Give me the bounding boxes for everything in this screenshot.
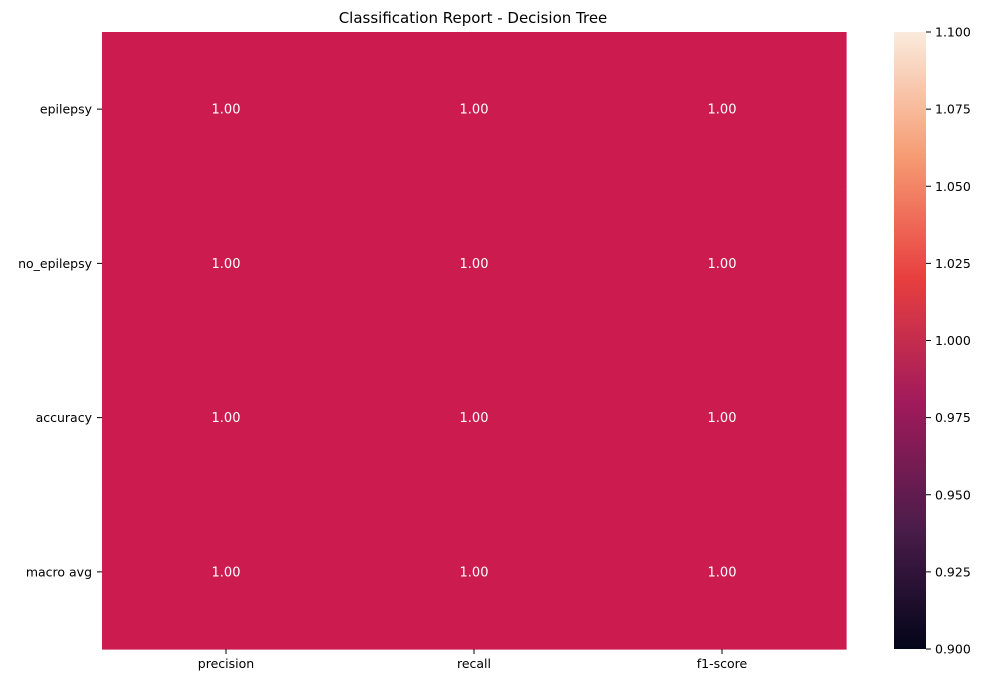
colorbar-tick-label: 1.050 xyxy=(935,179,971,194)
heatmap-cell-accuracy-recall xyxy=(350,340,599,496)
cell-value-label: 1.00 xyxy=(212,565,241,580)
colorbar-tick-label: 0.925 xyxy=(935,564,971,579)
cell-value-label: 1.00 xyxy=(460,411,489,426)
row-label: no_epilepsy xyxy=(18,256,93,271)
colorbar-tick-label: 0.950 xyxy=(935,487,971,502)
cell-value-label: 1.00 xyxy=(460,257,489,272)
colorbar-tick-label: 1.075 xyxy=(935,102,971,117)
cell-value-label: 1.00 xyxy=(212,103,241,118)
heatmap-cells: 1.00 1.00 1.00 1.00 1.00 1.00 1.00 1.00 1.00 1.00… xyxy=(102,32,847,650)
cell-value-label: 1.00 xyxy=(708,411,737,426)
cell-value-label: 1.00 xyxy=(460,565,489,580)
row-label: accuracy xyxy=(36,410,93,425)
chart-title: Classification Report - Decision Tree xyxy=(339,9,608,27)
cell-value-label: 1.00 xyxy=(460,103,489,118)
heatmap-cell-accuracy-f1-score xyxy=(598,340,847,496)
heatmap-cell-macro-avg-f1-score xyxy=(598,494,847,650)
heatmap-cell-no-epilepsy-f1-score xyxy=(598,186,847,342)
heatmap-cell-macro-avg-recall xyxy=(350,494,599,650)
heatmap-cell-no-epilepsy-precision xyxy=(102,186,351,342)
colorbar-tick-label: 0.900 xyxy=(935,642,971,657)
cell-value-label: 1.00 xyxy=(708,103,737,118)
heatmap-cell-no-epilepsy-recall xyxy=(350,186,599,342)
colorbar-tick-label: 1.000 xyxy=(935,333,971,348)
colorbar-ticks: 0.900 0.925 0.950 0.975 1.000 1.025 1.050 1.075… xyxy=(926,25,971,657)
colorbar-gradient xyxy=(894,32,926,649)
colorbar-tick-label: 1.025 xyxy=(935,256,971,271)
row-label: epilepsy xyxy=(40,102,93,117)
cell-value-label: 1.00 xyxy=(212,257,241,272)
cell-value-label: 1.00 xyxy=(212,411,241,426)
heatmap-cell-epilepsy-precision xyxy=(102,32,351,187)
colorbar-tick-label: 0.975 xyxy=(935,410,971,425)
colorbar-tick-label: 1.100 xyxy=(935,25,971,40)
row-tick-labels: epilepsy no_epilepsy accuracy macro avg xyxy=(18,102,102,579)
column-tick-labels: precision recall f1-score xyxy=(198,649,748,671)
heatmap-cell-epilepsy-f1-score xyxy=(598,32,847,187)
column-label: f1-score xyxy=(697,656,748,671)
column-label: precision xyxy=(198,656,254,671)
heatmap-cell-accuracy-precision xyxy=(102,340,351,496)
cell-value-label: 1.00 xyxy=(708,565,737,580)
column-label: recall xyxy=(457,656,491,671)
cell-value-label: 1.00 xyxy=(708,257,737,272)
colorbar xyxy=(894,32,926,649)
heatmap-cell-macro-avg-precision xyxy=(102,494,351,650)
heatmap-cell-epilepsy-recall xyxy=(350,32,599,187)
row-label: macro avg xyxy=(26,564,92,579)
